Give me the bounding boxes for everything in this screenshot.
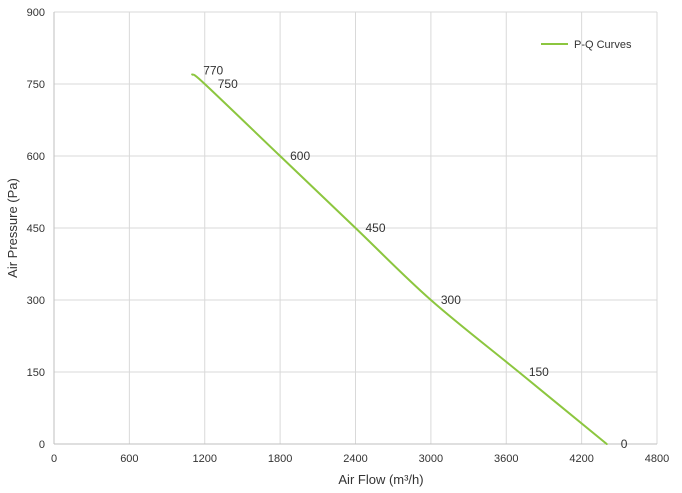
x-axis-title: Air Flow (m³/h) (338, 472, 423, 487)
x-tick-label: 2400 (343, 453, 367, 465)
y-tick-label: 450 (27, 223, 45, 235)
x-tick-label: 4800 (645, 453, 669, 465)
x-tick-label: 1200 (193, 453, 217, 465)
data-label: 0 (621, 437, 628, 451)
series-layer (191, 73, 608, 445)
legend: P-Q Curves (541, 39, 632, 51)
tick-labels: 0 600 1200 1800 2400 3000 3600 4200 480001503004… (27, 7, 670, 465)
x-tick-label: 4200 (569, 453, 593, 465)
x-tick-label: 600 (120, 453, 138, 465)
legend-label: P-Q Curves (574, 39, 632, 51)
data-label: 300 (441, 293, 461, 307)
x-tick-label: 3000 (419, 453, 443, 465)
y-tick-label: 600 (27, 151, 45, 163)
series-line (191, 73, 608, 445)
y-tick-label: 0 (39, 439, 45, 451)
y-axis-title: Air Pressure (Pa) (5, 178, 20, 278)
data-label: 600 (290, 149, 310, 163)
y-tick-label: 750 (27, 79, 45, 91)
axes (53, 12, 657, 445)
data-label: 150 (529, 365, 549, 379)
data-label: 770 (203, 63, 223, 77)
data-label: 450 (366, 221, 386, 235)
grid (54, 11, 658, 444)
x-tick-label: 1800 (268, 453, 292, 465)
y-tick-label: 300 (27, 295, 45, 307)
data-label: 750 (218, 77, 238, 91)
y-tick-label: 900 (27, 7, 45, 19)
x-tick-label: 3600 (494, 453, 518, 465)
y-tick-label: 150 (27, 367, 45, 379)
x-tick-label: 0 (51, 453, 57, 465)
